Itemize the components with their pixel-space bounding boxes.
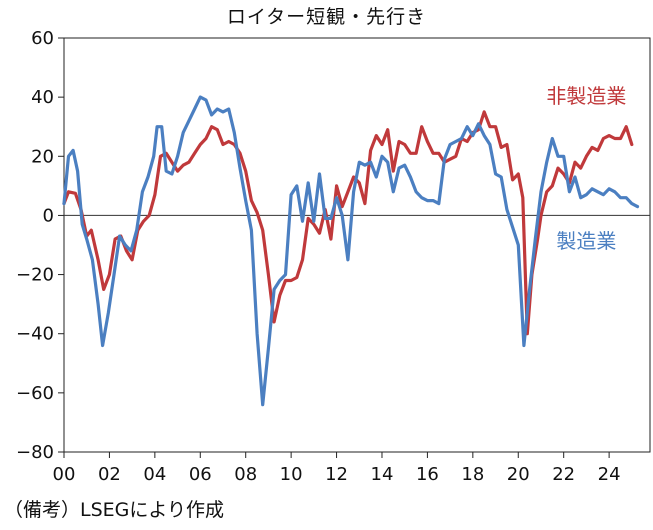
source-note: （備考）LSEGにより作成 <box>4 499 224 521</box>
plot-border <box>63 37 651 453</box>
x-tick-label: 22 <box>552 464 575 485</box>
x-tick-label: 12 <box>325 464 348 485</box>
x-tick-label: 02 <box>98 464 121 485</box>
series-label-non-manufacturing: 非製造業 <box>546 84 626 108</box>
x-tick-label: 20 <box>507 464 530 485</box>
x-tick-label: 16 <box>416 464 439 485</box>
series-line-non-manufacturing <box>62 110 634 336</box>
y-tick-label: 20 <box>31 146 54 167</box>
x-tick-label: 00 <box>53 464 76 485</box>
x-tick-label: 14 <box>371 464 394 485</box>
y-tick-label: 0 <box>43 205 54 226</box>
y-tick-label: −40 <box>16 324 54 345</box>
y-tick-label: 40 <box>31 87 54 108</box>
series-line-manufacturing <box>62 95 640 407</box>
x-tick-label: 04 <box>143 464 166 485</box>
x-tick-label: 06 <box>189 464 212 485</box>
x-tick-label: 08 <box>234 464 257 485</box>
series-lines <box>62 95 640 407</box>
plot-frame <box>63 37 651 453</box>
y-tick-label: −60 <box>16 383 54 404</box>
series-label-manufacturing: 製造業 <box>556 229 616 253</box>
x-tick-label: 10 <box>280 464 303 485</box>
y-tick-label: −80 <box>16 442 54 463</box>
y-tick-label: 60 <box>31 28 54 49</box>
y-tick-label: −20 <box>16 265 54 286</box>
chart-title: ロイター短観・先行き <box>226 6 427 28</box>
x-tick-label: 18 <box>461 464 484 485</box>
x-tick-label: 24 <box>598 464 621 485</box>
